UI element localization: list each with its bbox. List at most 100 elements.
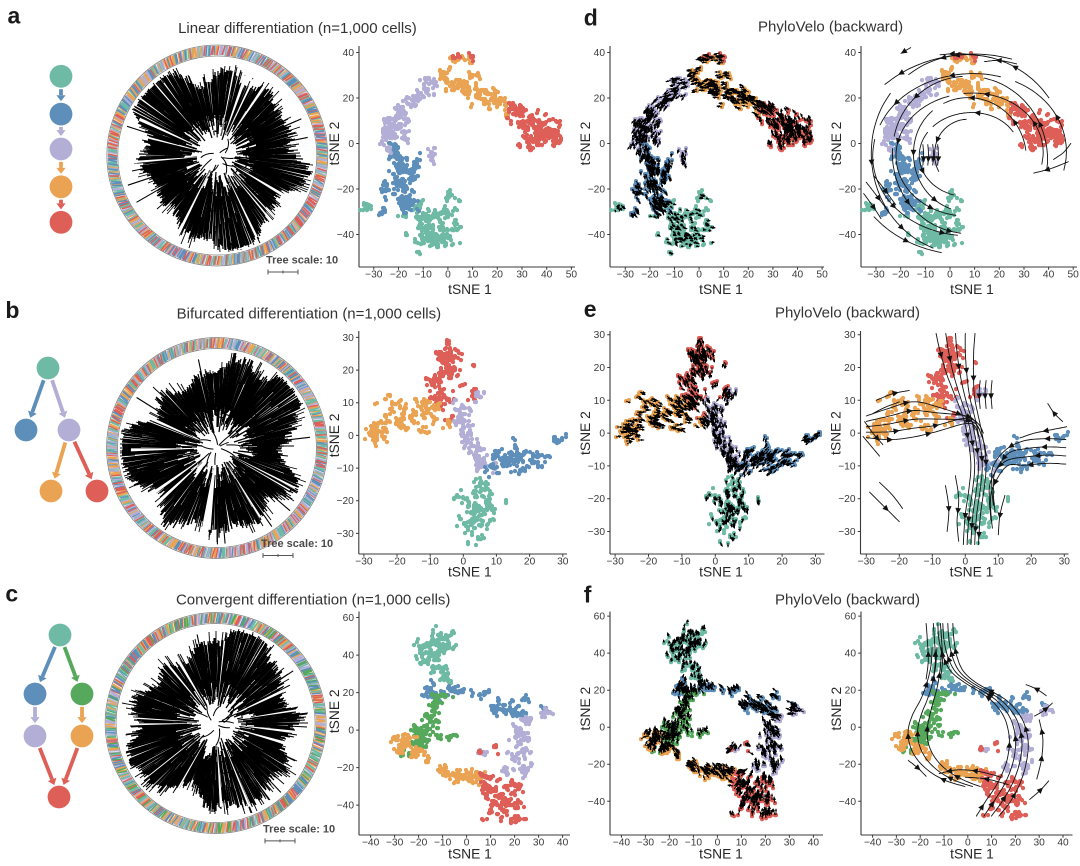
svg-text:10: 10 — [718, 270, 730, 281]
svg-text:30: 30 — [533, 838, 545, 849]
svg-text:−20: −20 — [337, 763, 355, 774]
svg-text:30: 30 — [784, 838, 796, 849]
svg-text:50: 50 — [1068, 270, 1080, 281]
svg-text:30: 30 — [342, 333, 354, 344]
svg-text:20: 20 — [509, 838, 521, 849]
svg-text:−20: −20 — [838, 494, 856, 505]
svg-text:30: 30 — [594, 330, 606, 341]
svg-text:−40: −40 — [839, 230, 857, 241]
svg-text:20: 20 — [594, 686, 606, 697]
svg-text:b: b — [5, 297, 19, 323]
svg-text:−20: −20 — [337, 496, 355, 507]
svg-text:−10: −10 — [935, 838, 953, 849]
svg-text:20: 20 — [760, 838, 772, 849]
svg-text:60: 60 — [343, 613, 355, 624]
svg-text:tSNE 2: tSNE 2 — [327, 414, 342, 458]
svg-text:10: 10 — [736, 838, 748, 849]
svg-text:0: 0 — [599, 139, 605, 150]
svg-text:10: 10 — [491, 557, 503, 568]
svg-text:f: f — [584, 582, 592, 608]
svg-text:tSNE 2: tSNE 2 — [829, 122, 844, 166]
svg-text:tSNE 1: tSNE 1 — [950, 564, 994, 579]
svg-text:−10: −10 — [917, 270, 935, 281]
svg-text:tSNE 2: tSNE 2 — [578, 122, 593, 166]
svg-text:−30: −30 — [588, 527, 606, 538]
svg-text:20: 20 — [594, 363, 606, 374]
svg-text:0: 0 — [712, 557, 718, 568]
svg-text:e: e — [584, 296, 597, 322]
svg-text:0: 0 — [599, 723, 605, 734]
svg-text:−20: −20 — [410, 838, 428, 849]
svg-text:tSNE 2: tSNE 2 — [327, 122, 342, 166]
svg-text:tSNE 2: tSNE 2 — [578, 411, 593, 455]
svg-text:30: 30 — [557, 557, 569, 568]
svg-text:PhyloVelo (backward): PhyloVelo (backward) — [758, 18, 903, 35]
svg-text:40: 40 — [541, 270, 553, 281]
svg-text:tSNE 2: tSNE 2 — [327, 689, 342, 733]
svg-text:0: 0 — [696, 270, 702, 281]
svg-text:30: 30 — [1059, 557, 1071, 568]
svg-text:60: 60 — [594, 612, 606, 623]
svg-text:20: 20 — [343, 688, 355, 699]
svg-text:20: 20 — [342, 366, 354, 377]
svg-text:50: 50 — [566, 270, 578, 281]
svg-text:tSNE 1: tSNE 1 — [950, 846, 994, 861]
svg-text:−20: −20 — [337, 185, 355, 196]
svg-text:−20: −20 — [641, 270, 659, 281]
svg-text:c: c — [5, 581, 18, 607]
svg-text:−40: −40 — [337, 801, 355, 812]
svg-text:0: 0 — [965, 838, 971, 849]
svg-text:tSNE 1: tSNE 1 — [699, 846, 743, 861]
svg-text:Convergent differentiation (n=: Convergent differentiation (n=1,000 cell… — [176, 592, 450, 609]
svg-text:−30: −30 — [637, 838, 655, 849]
svg-text:−20: −20 — [892, 270, 910, 281]
svg-text:0: 0 — [348, 726, 354, 737]
svg-text:10: 10 — [485, 838, 497, 849]
svg-text:10: 10 — [986, 838, 998, 849]
svg-text:−30: −30 — [858, 557, 876, 568]
svg-text:−40: −40 — [839, 797, 857, 808]
svg-text:0: 0 — [460, 557, 466, 568]
svg-text:−20: −20 — [891, 557, 909, 568]
svg-text:0: 0 — [599, 429, 605, 440]
svg-text:0: 0 — [715, 838, 721, 849]
svg-text:20: 20 — [994, 270, 1006, 281]
svg-text:−40: −40 — [588, 230, 606, 241]
svg-text:40: 40 — [1057, 838, 1069, 849]
svg-text:0: 0 — [348, 139, 354, 150]
svg-text:−10: −10 — [924, 557, 942, 568]
svg-text:−20: −20 — [661, 838, 679, 849]
svg-text:Bifurcated differentiation (n=: Bifurcated differentiation (n=1,000 cell… — [177, 306, 441, 323]
svg-text:Tree scale: 10: Tree scale: 10 — [263, 823, 335, 835]
svg-text:40: 40 — [1043, 270, 1055, 281]
svg-text:0: 0 — [850, 139, 856, 150]
svg-text:tSNE 2: tSNE 2 — [578, 687, 593, 731]
svg-text:20: 20 — [594, 94, 606, 105]
svg-text:10: 10 — [993, 557, 1005, 568]
svg-text:−30: −30 — [386, 838, 404, 849]
svg-text:30: 30 — [1018, 270, 1030, 281]
svg-text:−40: −40 — [588, 797, 606, 808]
svg-text:20: 20 — [845, 686, 857, 697]
svg-text:−30: −30 — [888, 838, 906, 849]
svg-text:0: 0 — [850, 429, 856, 440]
svg-text:−40: −40 — [362, 838, 380, 849]
svg-text:−20: −20 — [588, 494, 606, 505]
svg-text:−30: −30 — [838, 527, 856, 538]
svg-text:0: 0 — [464, 838, 470, 849]
svg-text:−10: −10 — [685, 838, 703, 849]
svg-text:tSNE 2: tSNE 2 — [829, 687, 844, 731]
svg-text:Tree scale: 10: Tree scale: 10 — [261, 538, 333, 550]
svg-text:−30: −30 — [617, 270, 635, 281]
svg-text:10: 10 — [844, 396, 856, 407]
svg-text:40: 40 — [808, 838, 820, 849]
svg-text:−10: −10 — [434, 838, 452, 849]
svg-text:tSNE 2: tSNE 2 — [829, 411, 844, 455]
svg-text:20: 20 — [845, 94, 857, 105]
svg-text:40: 40 — [343, 48, 355, 59]
svg-text:20: 20 — [1026, 557, 1038, 568]
svg-text:Tree scale: 10: Tree scale: 10 — [266, 255, 338, 267]
svg-text:0: 0 — [850, 723, 856, 734]
svg-text:40: 40 — [845, 48, 857, 59]
svg-text:−10: −10 — [588, 461, 606, 472]
